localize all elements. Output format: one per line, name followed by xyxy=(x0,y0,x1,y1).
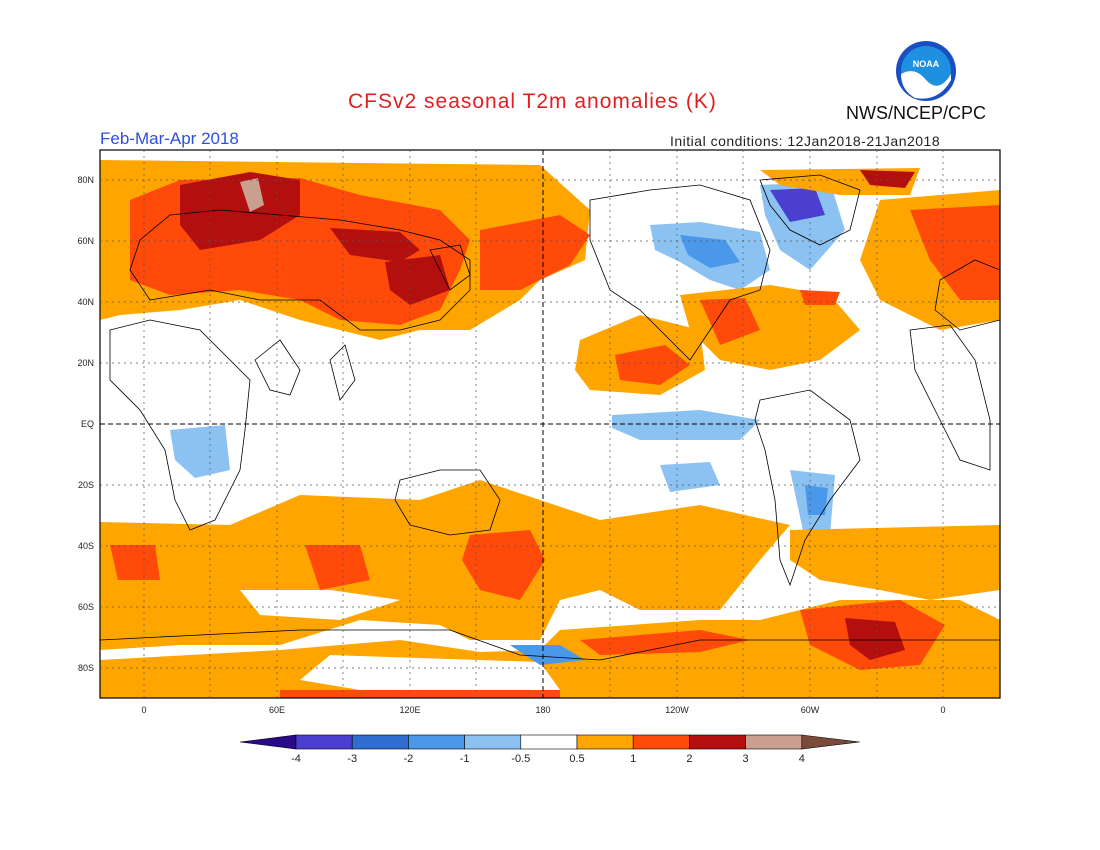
anomaly-region-south-america-cold-2 xyxy=(805,485,828,515)
equator-dateline xyxy=(100,150,1000,698)
anomaly-region-arctic-atlantic-hot xyxy=(860,170,915,188)
anomaly-region-antarctic-interior-white xyxy=(300,655,560,690)
anomaly-region-weddell-extreme xyxy=(845,618,905,660)
anomaly-region-arctic-peak xyxy=(240,178,264,212)
season-label: Feb-Mar-Apr 2018 xyxy=(100,129,239,148)
colorbar-label: 0.5 xyxy=(569,753,584,765)
lon-label: 120E xyxy=(399,705,420,715)
colorbar-segment xyxy=(351,734,409,750)
anomaly-region-south-atlantic-hot xyxy=(305,545,370,590)
anomaly-region-indian-ocean-white xyxy=(240,590,400,620)
lat-label: 80N xyxy=(77,175,94,185)
anomaly-region-greenland-cold-2 xyxy=(770,188,825,222)
lat-labels: 80N 60N 40N 20N EQ 20S 40S 60S 80S xyxy=(77,175,94,673)
lat-label: 60S xyxy=(78,602,94,612)
graticule xyxy=(100,150,1000,698)
anomaly-region-africa-cold xyxy=(170,425,230,478)
lat-label: 60N xyxy=(77,236,94,246)
colorbar-label: 2 xyxy=(686,753,692,765)
anomaly-region-drake-warm xyxy=(790,525,1000,600)
colorbar-label: 1 xyxy=(630,753,636,765)
lat-label: 40N xyxy=(77,297,94,307)
colorbar-label: 4 xyxy=(799,753,805,765)
lon-label: 0 xyxy=(141,705,146,715)
noaa-logo: NOAA xyxy=(896,41,956,101)
colorbar-label: -2 xyxy=(404,753,414,765)
lat-label: 20S xyxy=(78,480,94,490)
lat-label: EQ xyxy=(81,419,94,429)
colorbar-segment xyxy=(408,734,465,750)
lon-label: 60E xyxy=(269,705,285,715)
map-title: CFSv2 seasonal T2m anomalies (K) xyxy=(348,90,717,113)
anomaly-region-enso-cold xyxy=(612,410,760,440)
colorbar-label: -4 xyxy=(291,753,301,765)
colorbar-segment xyxy=(689,734,746,750)
anomaly-region-bering-warm xyxy=(480,215,590,290)
anomaly-region-tasman-hot xyxy=(462,530,545,600)
anomaly-region-scandinavia-hot xyxy=(910,205,1000,300)
lon-labels: 0 60E 120E 180 120W 60W 0 xyxy=(141,705,945,715)
colorbar-arrow-high xyxy=(801,734,860,750)
anomaly-region-south-pacific-cold xyxy=(660,462,720,492)
anomaly-region-south-pole-band xyxy=(280,690,560,698)
colorbar-segment xyxy=(464,734,522,750)
colorbar-label: -3 xyxy=(347,753,357,765)
anomaly-region-us-hot xyxy=(700,298,760,345)
lat-label: 20N xyxy=(77,358,94,368)
anomaly-region-canada-cold-2 xyxy=(680,235,740,268)
colorbar-segment xyxy=(632,734,690,750)
lat-label: 40S xyxy=(78,541,94,551)
agency-label: NWS/NCEP/CPC xyxy=(846,103,987,123)
anomaly-region-mongolia-extreme xyxy=(385,255,450,305)
colorbar-segment xyxy=(745,734,803,750)
anomaly-region-north-pacific-hot xyxy=(615,345,690,385)
lon-label: 120W xyxy=(665,705,689,715)
colorbar-label: 3 xyxy=(743,753,749,765)
initial-conditions-label: Initial conditions: 12Jan2018-21Jan2018 xyxy=(670,133,941,149)
colorbar-label: -1 xyxy=(460,753,470,765)
colorbar-label: -0.5 xyxy=(511,753,530,765)
anomaly-region-siberia-extreme xyxy=(180,172,300,250)
lat-label: 80S xyxy=(78,663,94,673)
anomaly-region-south-indian-hot xyxy=(110,545,160,580)
colorbar-segment xyxy=(295,734,353,750)
svg-text:NOAA: NOAA xyxy=(913,59,940,69)
lon-label: 0 xyxy=(940,705,945,715)
coastlines xyxy=(100,174,1000,661)
anomaly-region-central-asia-extreme xyxy=(330,228,420,262)
colorbar-arrow-low xyxy=(239,734,297,750)
colorbar-segment xyxy=(520,734,578,750)
anomaly-region-atlantic-hot xyxy=(800,290,840,305)
lon-label: 180 xyxy=(535,705,550,715)
anomaly-region-ross-cold xyxy=(510,645,585,665)
colorbar: -4 -3 -2 -1 -0.5 0.5 1 2 3 4 xyxy=(239,734,860,765)
anomaly-region-ross-hot xyxy=(580,630,750,655)
lon-label: 60W xyxy=(801,705,820,715)
colorbar-segment xyxy=(576,734,634,750)
